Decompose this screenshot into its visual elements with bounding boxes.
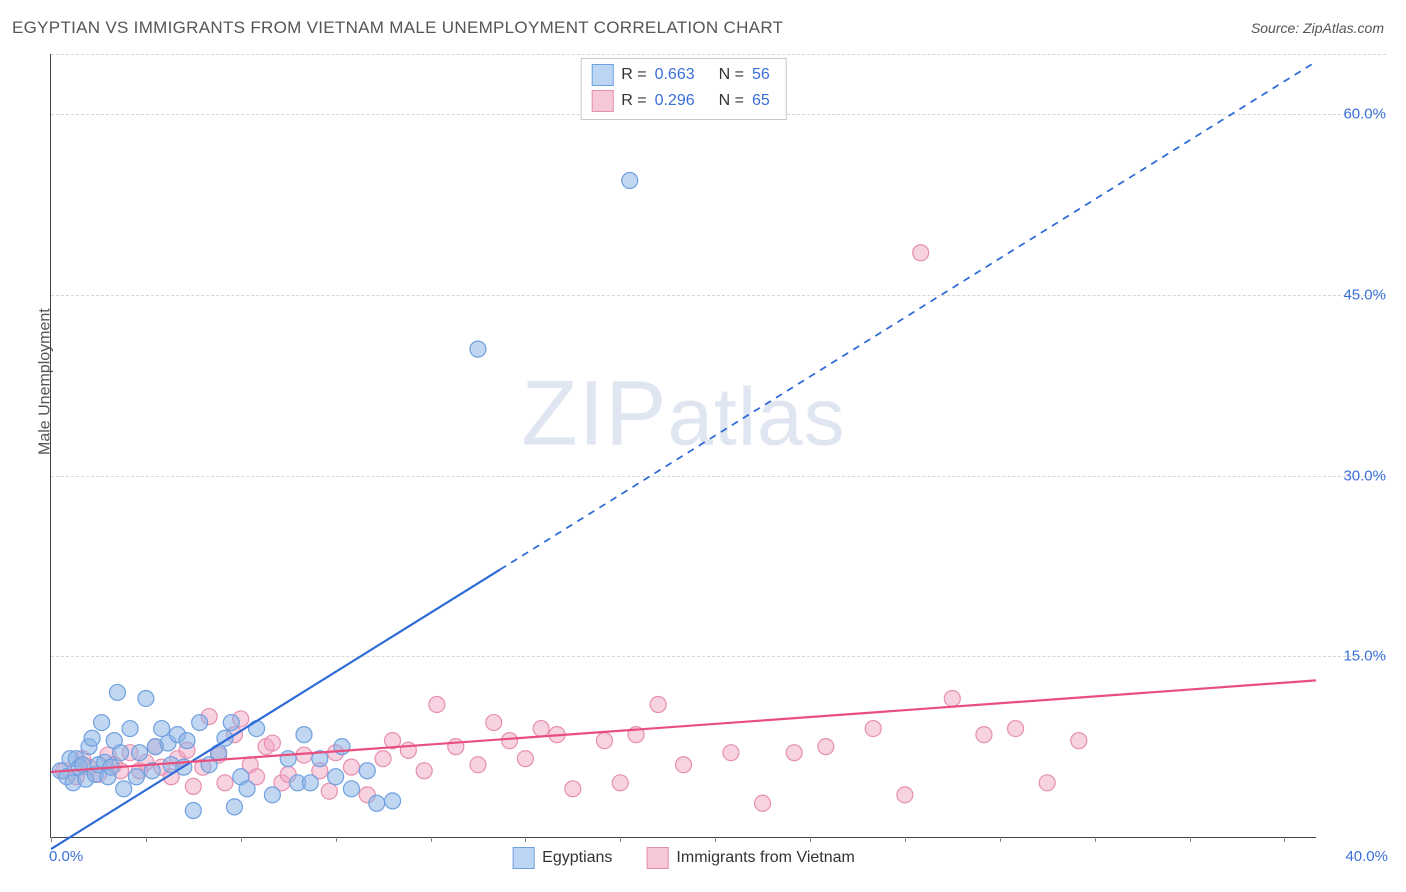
x-axis-min-label: 0.0% [49, 848, 83, 865]
legend-series: Egyptians Immigrants from Vietnam [512, 847, 855, 869]
y-tick-label: 15.0% [1343, 648, 1386, 665]
chart-title: EGYPTIAN VS IMMIGRANTS FROM VIETNAM MALE… [12, 18, 783, 38]
plot-svg [51, 54, 1316, 837]
legend-item-vietnam: Immigrants from Vietnam [646, 847, 854, 869]
y-tick-label: 60.0% [1343, 106, 1386, 123]
legend-swatch-egyptians-b [512, 847, 534, 869]
legend-item-egyptians: Egyptians [512, 847, 612, 869]
x-axis-max-label: 40.0% [1345, 848, 1388, 865]
y-tick-label: 30.0% [1343, 467, 1386, 484]
legend-swatch-vietnam [591, 90, 613, 112]
legend-swatch-vietnam-b [646, 847, 668, 869]
legend-row-vietnam: R = 0.296 N = 65 [591, 88, 770, 114]
plot-area: ZIPatlas 15.0%30.0%45.0%60.0% 0.0% 40.0%… [50, 54, 1316, 838]
legend-swatch-egyptians [591, 64, 613, 86]
legend-correlation: R = 0.663 N = 56 R = 0.296 N = 65 [580, 58, 787, 120]
legend-row-egyptians: R = 0.663 N = 56 [591, 62, 770, 88]
chart-source: Source: ZipAtlas.com [1251, 20, 1384, 36]
correlation-chart: EGYPTIAN VS IMMIGRANTS FROM VIETNAM MALE… [0, 0, 1406, 892]
y-tick-label: 45.0% [1343, 286, 1386, 303]
